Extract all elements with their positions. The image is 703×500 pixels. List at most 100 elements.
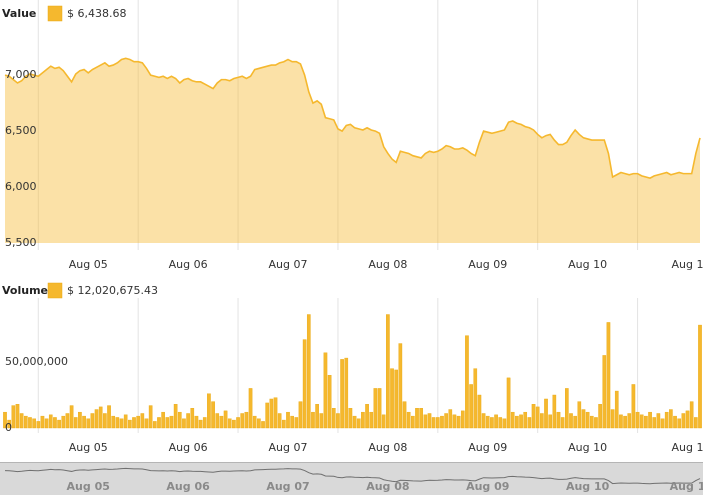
x-tick-label: Aug 10 [568,258,607,271]
volume-bar [481,413,486,429]
volume-bar [552,394,557,429]
volume-bar [644,415,648,429]
volume-bar [44,418,49,429]
volume-bar [673,415,677,429]
navigator-label: Aug 08 [366,480,409,493]
volume-bar [427,413,432,429]
volume-bar [656,413,661,429]
volume-bar [257,418,261,429]
volume-bar [415,408,419,429]
volume-bar [444,413,448,429]
volume-bar [207,393,211,429]
volume-bar [440,415,444,429]
volume-bar [648,411,652,429]
volume-bar [103,413,107,429]
volume-bar [594,417,598,429]
volume-bar [311,411,315,429]
volume-bar [606,322,611,429]
volume-bar [352,415,357,429]
volume-bar [73,417,78,429]
volume-bar [132,417,136,429]
volume-bar [652,417,657,429]
navigator-label: Aug 06 [166,480,210,493]
volume-bar [286,411,290,429]
volume-bar [460,410,465,429]
volume-bar [469,384,473,429]
volume-bar [107,405,111,429]
x-tick-label: Aug 08 [368,441,407,454]
volume-bar [144,418,149,429]
x-tick-label: Aug 06 [169,258,208,271]
volume-bar [202,417,207,429]
volume-bar [452,414,457,429]
volume-bar [223,410,228,429]
x-tick-label: Aug 10 [568,441,607,454]
volume-bar [515,415,519,429]
legend-value: $ 12,020,675.43 [67,284,158,297]
volume-bar [182,418,186,429]
x-tick-label: Aug 07 [269,441,308,454]
volume-bar [465,335,469,429]
volume-bar [502,418,507,429]
navigator-line [4,467,701,485]
volume-bar [381,414,386,429]
volume-bar [344,357,349,429]
volume-bar [94,409,99,429]
x-tick-label: Aug 07 [269,258,308,271]
volume-bar [11,405,16,429]
volume-bar [53,417,57,429]
legend-swatch [47,5,63,22]
volume-bar [602,355,607,429]
volume-bar [323,352,328,429]
volume-bar [610,409,615,429]
x-tick-label: Aug 08 [368,258,407,271]
volume-bar [498,417,503,429]
volume-bar [398,343,403,429]
volume-bar [319,413,324,429]
volume-bar [510,411,515,429]
volume-bar [32,418,36,429]
volume-bar [19,413,24,429]
volume-bar [365,404,369,429]
x-tick-label: Aug 09 [468,441,507,454]
volume-bar [627,413,632,429]
volume-bar [494,414,498,429]
volume-bar [290,415,294,429]
volume-bar [698,324,702,429]
y-tick-label: 7,000 [5,68,37,81]
volume-bar [269,398,274,429]
volume-bar [232,419,236,429]
volume-bar [28,417,32,429]
volume-bar [65,413,70,429]
x-tick-label: Aug 05 [69,441,108,454]
legend-name: Value [2,7,36,20]
volume-bar [36,421,41,429]
volume-bar [15,404,20,429]
volume-bar [336,413,340,429]
volume-bar [435,417,440,429]
volume-bar [261,421,265,429]
volume-bar [111,415,116,429]
legend-value: $ 6,438.68 [67,7,126,20]
volume-bar [248,388,253,429]
volume-bar [411,415,415,429]
x-tick-label: Aug 06 [169,441,208,454]
volume-bar [619,414,623,429]
volume-bar [660,418,665,429]
y-tick-label: 50,000,000 [5,355,68,368]
volume-bar [448,409,453,429]
volume-bar [240,413,245,429]
volume-bar [519,414,523,429]
volume-bar [23,415,28,429]
volume-bar [535,406,540,429]
volume-bar [90,413,95,429]
volume-bar [48,414,53,429]
volume-bar [252,415,257,429]
volume-bar [57,419,61,429]
volume-bar [548,414,553,429]
volume-bar [315,404,319,429]
volume-bar [623,415,627,429]
volume-bar [669,409,673,429]
value-line [4,57,701,179]
